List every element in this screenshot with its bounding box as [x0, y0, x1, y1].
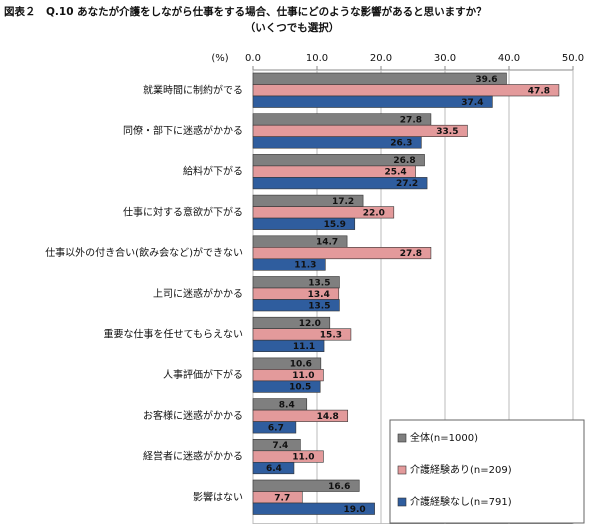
x-tick-label: 20.0 — [370, 53, 392, 64]
value-label: 16.6 — [328, 482, 350, 492]
value-label: 27.2 — [396, 179, 418, 189]
x-tick-label: 10.0 — [306, 53, 328, 64]
y-tick-label: 人事評価が下がる — [163, 368, 243, 381]
bar — [252, 479, 360, 492]
value-label: 14.7 — [316, 238, 338, 248]
bar — [252, 421, 297, 434]
legend-box — [389, 419, 585, 524]
value-label: 47.8 — [528, 86, 550, 96]
value-label: 26.8 — [393, 156, 415, 166]
bar — [252, 72, 507, 85]
legend-swatch — [397, 497, 407, 507]
bar — [252, 217, 356, 230]
value-label: 19.0 — [343, 505, 365, 515]
bar — [252, 84, 560, 97]
value-label: 6.7 — [268, 423, 284, 433]
y-tick-label: 重要な仕事を任せてもらえない — [104, 327, 244, 340]
value-label: 15.3 — [320, 330, 342, 340]
value-label: 11.1 — [293, 342, 315, 352]
bar — [252, 95, 493, 108]
x-tick-label: 40.0 — [498, 53, 520, 64]
y-tick-label: 仕事以外の付き合い(飲み会など)ができない — [45, 246, 243, 259]
value-label: 13.5 — [308, 301, 330, 311]
y-tick-label: 就業時間に制約がでる — [143, 83, 243, 96]
y-tick-label: お客様に迷惑がかかる — [143, 409, 243, 422]
value-label: 15.9 — [324, 220, 346, 230]
y-tick-label: 影響はない — [193, 490, 243, 503]
legend-label: 全体(n=1000) — [410, 431, 478, 444]
x-tick-label: 30.0 — [434, 53, 456, 64]
x-tick-label: 0.0 — [245, 53, 261, 64]
bar — [252, 258, 326, 271]
value-label: 11.0 — [292, 371, 314, 381]
bar — [252, 136, 422, 149]
legend-swatch — [397, 433, 407, 443]
value-label: 25.4 — [384, 168, 406, 178]
value-label: 17.2 — [332, 197, 354, 207]
y-tick-label: 仕事に対する意欲が下がる — [123, 205, 243, 218]
y-tick-label: 給料が下がる — [183, 165, 243, 178]
value-label: 7.4 — [272, 441, 288, 451]
value-label: 22.0 — [363, 208, 385, 218]
bar — [252, 177, 428, 190]
value-label: 13.4 — [308, 290, 330, 300]
bar — [252, 461, 295, 475]
value-label: 11.0 — [292, 453, 314, 463]
value-label: 26.3 — [390, 138, 412, 148]
legend-swatch — [397, 465, 407, 475]
y-tick-label: 同僚・部下に迷惑がかかる — [123, 124, 243, 137]
bar — [252, 299, 340, 312]
y-tick-label: 経営者に迷惑がかかる — [143, 450, 243, 463]
chart-subtitle: （いくつでも選択） — [245, 21, 340, 34]
chart-title: 図表２ Q.10 あなたが介護をしながら仕事をする場合、仕事にどのような影響があ… — [4, 5, 487, 18]
value-label: 27.8 — [400, 249, 422, 259]
value-label: 27.8 — [400, 115, 422, 125]
bar — [252, 339, 325, 353]
bar — [252, 124, 468, 137]
value-label: 12.0 — [299, 319, 321, 329]
bar — [252, 409, 349, 422]
bar — [252, 380, 321, 393]
y-tick-label: 上司に迷惑がかかる — [153, 287, 243, 300]
value-label: 7.7 — [274, 493, 290, 503]
value-label: 39.6 — [475, 75, 497, 85]
value-label: 37.4 — [461, 98, 483, 108]
value-label: 11.3 — [294, 261, 316, 271]
x-tick-label: 50.0 — [562, 53, 584, 64]
value-label: 10.5 — [289, 383, 311, 393]
bar — [252, 502, 375, 515]
value-label: 13.5 — [308, 278, 330, 288]
value-label: 6.4 — [266, 464, 282, 474]
value-label: 8.4 — [279, 400, 295, 410]
bar — [252, 247, 432, 260]
value-label: 14.8 — [317, 412, 339, 422]
axis-unit: (%) — [211, 53, 228, 64]
value-label: 10.6 — [290, 360, 312, 370]
legend-label: 介護経験あり(n=209) — [410, 463, 512, 476]
legend-label: 介護経験なし(n=791) — [410, 495, 512, 508]
value-label: 33.5 — [436, 127, 458, 137]
